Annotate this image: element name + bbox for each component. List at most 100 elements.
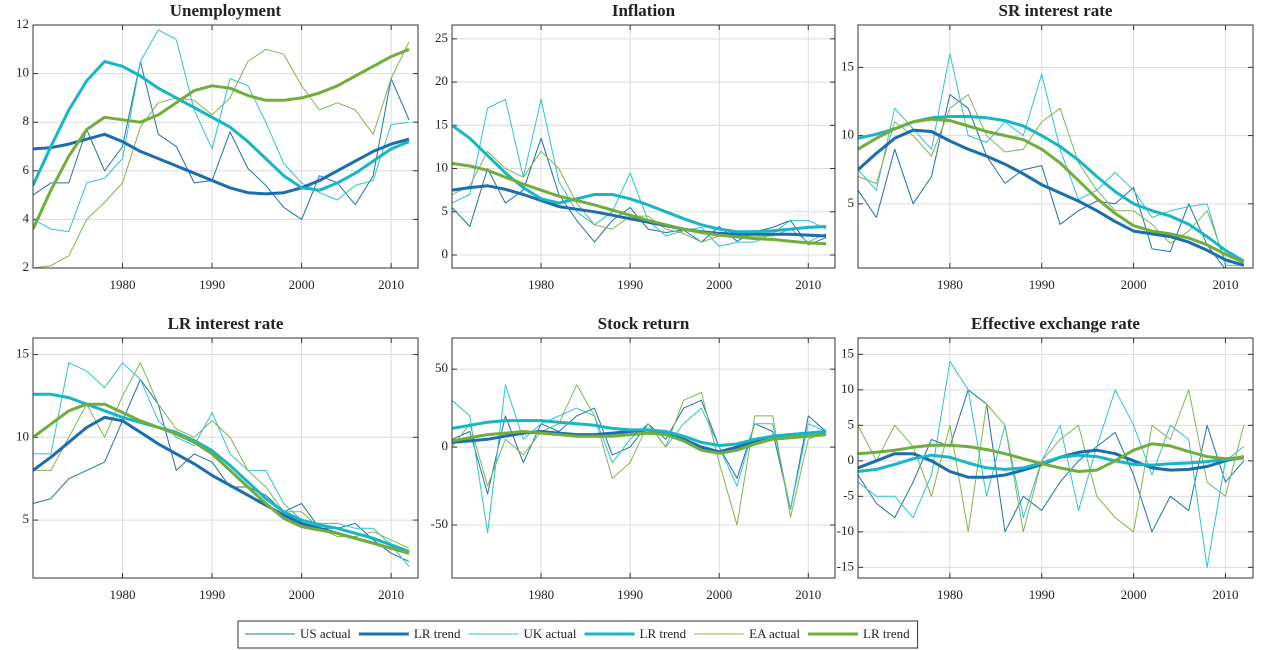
axes-box — [857, 24, 1254, 269]
axes-box — [857, 337, 1254, 579]
data-line — [33, 402, 410, 555]
plot-area — [858, 360, 1245, 568]
y-tick-label: 15 — [16, 346, 29, 361]
data-line — [858, 442, 1244, 473]
legend-label: LR trend — [863, 626, 910, 641]
chart-title: LR interest rate — [168, 314, 284, 333]
y-tick-label: 50 — [435, 360, 448, 375]
axes-box — [32, 337, 419, 579]
y-tick-label: 10 — [841, 127, 854, 142]
chart-title: Effective exchange rate — [971, 314, 1140, 333]
axes-box — [451, 24, 836, 269]
data-line — [452, 184, 827, 238]
x-tick-label: 1980 — [528, 277, 554, 292]
x-tick-label: 1980 — [110, 277, 136, 292]
x-tick-label: 2010 — [795, 587, 821, 602]
legend-box — [237, 620, 919, 649]
data-line — [858, 94, 1225, 268]
data-line — [858, 389, 1245, 533]
x-tick-label: 2010 — [1212, 277, 1238, 292]
data-line — [33, 392, 410, 553]
data-line — [858, 360, 1245, 568]
y-tick-label: 6 — [23, 162, 30, 177]
data-line — [452, 98, 827, 247]
chart-title: Unemployment — [170, 1, 282, 20]
x-tick-label: 2010 — [378, 587, 404, 602]
data-line — [33, 61, 410, 220]
plot-area — [452, 384, 827, 534]
x-tick-label: 2000 — [706, 277, 732, 292]
y-tick-label: 0 — [848, 452, 855, 467]
y-tick-label: 0 — [442, 438, 449, 453]
data-line — [33, 29, 410, 233]
legend-label: US actual — [300, 626, 351, 641]
y-tick-label: 5 — [848, 195, 855, 210]
y-tick-label: 5 — [442, 203, 449, 218]
chart-title: Stock return — [598, 314, 690, 333]
x-tick-label: 2000 — [289, 277, 315, 292]
plot-area — [452, 98, 827, 247]
legend-label: LR trend — [414, 626, 461, 641]
legend-label: UK actual — [523, 626, 576, 641]
y-tick-label: 12 — [16, 16, 29, 31]
x-tick-label: 2010 — [795, 277, 821, 292]
y-tick-label: 5 — [23, 511, 30, 526]
y-tick-label: 4 — [23, 210, 30, 225]
x-tick-label: 1990 — [199, 587, 225, 602]
y-tick-label: -50 — [431, 516, 448, 531]
y-tick-label: 10 — [16, 65, 29, 80]
data-line — [858, 53, 1244, 266]
y-tick-label: 0 — [442, 246, 449, 261]
data-line — [452, 384, 827, 526]
x-tick-label: 1990 — [617, 277, 643, 292]
data-line — [452, 150, 827, 243]
x-tick-label: 1980 — [110, 587, 136, 602]
chart-title: Inflation — [612, 1, 676, 20]
data-line — [452, 161, 827, 246]
x-tick-label: 1990 — [199, 277, 225, 292]
x-tick-label: 2010 — [1212, 587, 1238, 602]
x-tick-label: 2010 — [378, 277, 404, 292]
y-tick-label: 15 — [841, 58, 854, 73]
plot-area — [33, 29, 410, 268]
legend-label: EA actual — [749, 626, 800, 641]
data-line — [33, 362, 410, 567]
x-tick-label: 2000 — [706, 587, 732, 602]
y-tick-label: 10 — [841, 381, 854, 396]
data-line — [858, 128, 1245, 267]
x-tick-label: 1990 — [1029, 277, 1055, 292]
y-tick-label: -10 — [837, 523, 854, 538]
y-tick-label: -5 — [843, 487, 854, 502]
data-line — [452, 399, 827, 510]
plot-area — [858, 53, 1245, 268]
chart-title: SR interest rate — [999, 1, 1113, 20]
data-line — [33, 132, 410, 196]
data-line — [858, 117, 1245, 264]
y-tick-label: 25 — [435, 30, 448, 45]
y-tick-label: 10 — [435, 160, 448, 175]
y-tick-label: 15 — [841, 345, 854, 360]
data-line — [858, 389, 1245, 533]
x-tick-label: 2000 — [1121, 277, 1147, 292]
y-tick-label: 15 — [435, 116, 448, 131]
y-tick-label: 10 — [16, 428, 29, 443]
legend: US actual LR trend UK actual LR trend EA act… — [237, 620, 919, 649]
y-tick-label: 20 — [435, 73, 448, 88]
x-tick-label: 1980 — [528, 587, 554, 602]
data-line — [452, 419, 827, 447]
data-line — [33, 60, 410, 192]
x-tick-label: 2000 — [1121, 587, 1147, 602]
x-tick-label: 1980 — [937, 587, 963, 602]
data-line — [452, 384, 827, 534]
y-tick-label: 8 — [23, 113, 30, 128]
axes-box — [32, 24, 419, 269]
legend-label: LR trend — [640, 626, 687, 641]
y-tick-label: 5 — [848, 416, 855, 431]
x-tick-label: 1990 — [1029, 587, 1055, 602]
data-line — [858, 453, 1244, 473]
axes-box — [451, 337, 836, 579]
y-tick-label: -15 — [837, 558, 854, 573]
y-tick-label: 2 — [23, 259, 30, 274]
x-tick-label: 2000 — [289, 587, 315, 602]
